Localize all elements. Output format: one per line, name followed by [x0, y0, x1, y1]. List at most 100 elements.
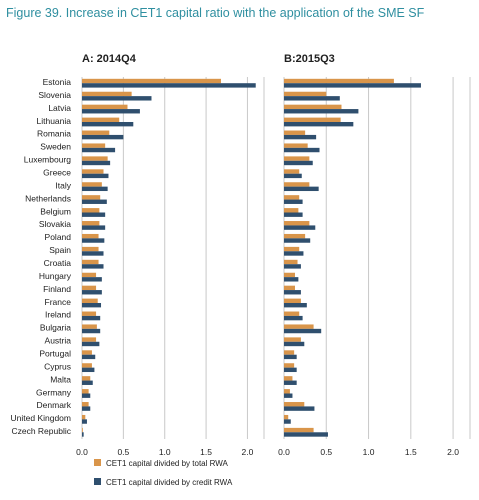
panel-a-bar-total-rwa — [82, 169, 104, 174]
panel-a-bar-total-rwa — [82, 78, 221, 84]
panel-a-bar-total-rwa — [82, 104, 128, 110]
category-label: Greece — [43, 168, 71, 178]
panel-a-bar-credit-rwa — [82, 302, 102, 308]
panel-b-bar-total-rwa — [284, 414, 289, 420]
panel-a-bar-credit-rwa — [82, 367, 95, 373]
figure-title: Figure 39. Increase in CET1 capital rati… — [6, 6, 425, 20]
panel-b-bar-credit-rwa — [284, 147, 320, 153]
panel-b-bar-credit-rwa — [284, 406, 315, 411]
panel-b-bar-total-rwa — [284, 130, 306, 135]
panel-b-bar-total-rwa — [284, 233, 306, 239]
category-label: Slovakia — [39, 219, 71, 229]
panel-a-bar-total-rwa — [82, 298, 98, 303]
panel-b-bar-credit-rwa — [284, 225, 316, 230]
panel-b-bar-credit-rwa — [284, 419, 291, 424]
legend-swatch — [94, 478, 101, 485]
panel-a-bar-total-rwa — [82, 414, 86, 420]
panel-b-bar-credit-rwa — [284, 367, 297, 373]
panel-a-bar-total-rwa — [82, 117, 120, 122]
legend-label: CET1 capital divided by credit RWA — [106, 478, 233, 487]
panel-a-bar-credit-rwa — [82, 109, 140, 114]
category-label: Slovenia — [38, 90, 71, 100]
panel-a-bar-credit-rwa — [82, 406, 91, 411]
panel-a-bar-total-rwa — [82, 259, 99, 265]
panel-b-bar-total-rwa — [284, 311, 300, 316]
panel-b-bar-credit-rwa — [284, 238, 311, 243]
panel-b-bar-credit-rwa — [284, 96, 340, 101]
panel-b-bar-credit-rwa — [284, 186, 319, 192]
panel-a-bar-credit-rwa — [82, 419, 87, 424]
panel-a-bar-credit-rwa — [82, 96, 152, 101]
panel-b-bar-total-rwa — [284, 91, 327, 97]
category-label: Germany — [36, 387, 72, 397]
panel-b-bar-total-rwa — [284, 156, 310, 161]
panel-a-bar-credit-rwa — [82, 173, 109, 179]
panel-b-bar-total-rwa — [284, 221, 310, 226]
panel-b-bar-total-rwa — [284, 117, 341, 122]
panel-b-x-tick-label: 1.5 — [405, 447, 417, 457]
panel-b-x-tick-label: 0.0 — [278, 447, 290, 457]
panel-a-bar-credit-rwa — [82, 432, 84, 437]
panel-b-bar-total-rwa — [284, 195, 300, 200]
panel-a-bar-total-rwa — [82, 91, 132, 97]
panel-a-x-tick-label: 2.0 — [242, 447, 254, 457]
panel-b-bar-credit-rwa — [284, 134, 317, 140]
panel-b-bar-credit-rwa — [284, 251, 304, 256]
panel-b-bar-total-rwa — [284, 246, 300, 252]
panel-a-bar-total-rwa — [82, 221, 100, 226]
panel-a-bar-credit-rwa — [82, 147, 116, 153]
category-label: United Kingdom — [11, 413, 71, 423]
panel-a-bar-credit-rwa — [82, 315, 101, 321]
panel-a-bar-total-rwa — [82, 376, 91, 381]
panel-b-bar-total-rwa — [284, 208, 299, 213]
category-label: Latvia — [48, 103, 71, 113]
category-label: Cyprus — [44, 361, 71, 371]
panel-a-bar-total-rwa — [82, 285, 97, 291]
panel-a-bar-credit-rwa — [82, 251, 104, 256]
panel-b-bar-total-rwa — [284, 298, 301, 303]
panel-a-bar-total-rwa — [82, 350, 92, 355]
category-label: Netherlands — [25, 193, 71, 203]
panel-a-bar-credit-rwa — [82, 264, 104, 269]
panel-a-bar-credit-rwa — [82, 186, 108, 192]
panel-b-bar-credit-rwa — [284, 380, 297, 385]
category-label: Spain — [49, 245, 71, 255]
category-label: Poland — [45, 232, 72, 242]
panel-b-bar-credit-rwa — [284, 173, 302, 179]
panel-a-title: A: 2014Q4 — [82, 53, 137, 65]
category-label: Luxembourg — [24, 155, 72, 165]
panel-b-bar-credit-rwa — [284, 277, 299, 282]
panel-a-bar-total-rwa — [82, 427, 83, 433]
panel-a-bar-credit-rwa — [82, 290, 102, 295]
panel-a-bar-credit-rwa — [82, 393, 91, 398]
panel-b-bar-total-rwa — [284, 376, 293, 381]
panel-a-bar-credit-rwa — [82, 277, 102, 282]
category-label: Austria — [45, 336, 72, 346]
category-label: France — [45, 297, 72, 307]
category-label: Estonia — [43, 77, 72, 87]
panel-a-bar-total-rwa — [82, 337, 97, 342]
legend-label: CET1 capital divided by total RWA — [106, 459, 228, 468]
panel-b-bar-total-rwa — [284, 143, 308, 148]
panel-a-bar-credit-rwa — [82, 134, 124, 140]
category-label: Lithuania — [36, 116, 71, 126]
panel-b-bar-total-rwa — [284, 104, 342, 110]
panel-b-bar-total-rwa — [284, 350, 295, 355]
panel-b-bar-total-rwa — [284, 272, 295, 278]
panel-b-bar-credit-rwa — [284, 109, 359, 114]
panel-a-bar-total-rwa — [82, 363, 92, 368]
panel-b-bar-credit-rwa — [284, 160, 313, 166]
panel-b-bar-credit-rwa — [284, 212, 303, 217]
category-label: Denmark — [37, 400, 72, 410]
panel-a-x-tick-label: 0.5 — [117, 447, 129, 457]
panel-b-bar-total-rwa — [284, 324, 314, 329]
panel-a-bar-total-rwa — [82, 156, 108, 161]
panel-b-bar-credit-rwa — [284, 121, 354, 127]
panel-b-bar-total-rwa — [284, 182, 310, 187]
panel-b-bar-total-rwa — [284, 389, 290, 394]
category-label: Portugal — [39, 349, 71, 359]
panel-a-bar-total-rwa — [82, 402, 89, 407]
legend-swatch — [94, 459, 101, 466]
panel-a-bar-total-rwa — [82, 195, 101, 200]
